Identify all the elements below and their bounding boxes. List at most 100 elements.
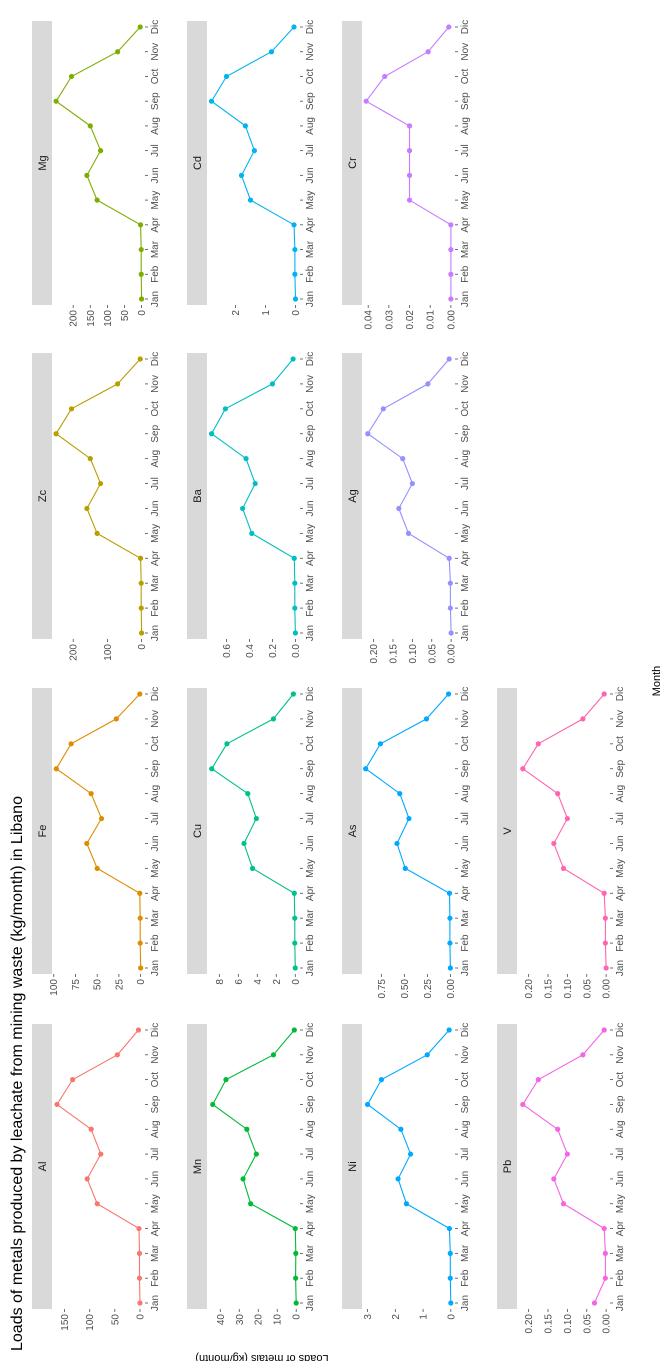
y-tick-label-cu-3: 6 (234, 979, 245, 985)
y-tick-label-al-2: 100 (85, 1314, 96, 1331)
strip-fe (32, 688, 52, 974)
point-cd-apr (291, 222, 297, 228)
x-tick-label-cr-aug: Aug (460, 117, 471, 135)
x-tick-label-zc-oct: Oct (150, 401, 161, 417)
x-tick-label-mn-jun: Jun (305, 1171, 316, 1187)
point-al-jan (137, 1300, 143, 1306)
strip-pb (497, 1024, 517, 1309)
point-cd-may (247, 197, 254, 203)
x-tick-label-cu-aug: Aug (305, 785, 316, 803)
x-tick-label-pb-sep: Sep (615, 1095, 626, 1113)
point-mn-apr (292, 1225, 298, 1232)
x-tick-label-cu-jan: Jan (305, 960, 316, 976)
point-cu-sep (209, 766, 215, 772)
x-tick-label-v-jul: Jul (615, 812, 626, 825)
strip-mg (32, 21, 52, 305)
point-pb-aug (555, 1126, 561, 1132)
x-tick-label-v-dic: Dic (615, 687, 626, 701)
x-tick-label-cd-may: May (305, 191, 316, 210)
point-ni-apr (446, 1225, 453, 1232)
x-tick-label-ni-jan: Jan (460, 1295, 471, 1311)
point-cu-oct (224, 741, 230, 747)
strip-cr (342, 21, 362, 305)
x-tick-label-pb-feb: Feb (615, 1269, 626, 1287)
x-tick-label-fe-feb: Feb (150, 934, 161, 952)
point-cd-feb (292, 271, 298, 277)
x-tick-label-zc-jan: Jan (150, 625, 161, 641)
point-mn-dic (291, 1027, 297, 1033)
point-as-jan (447, 965, 453, 971)
panel-ag: Ag Jan Feb Mar Apr May Jun Jul Aug Sep Oct Nov Dic 0.… (342, 352, 471, 663)
point-as-dic (445, 691, 452, 697)
point-mn-oct (223, 1077, 229, 1083)
x-tick-label-as-nov: Nov (460, 710, 471, 728)
point-mn-feb (293, 1275, 299, 1281)
strip-label-ba: Ba (192, 488, 204, 502)
x-tick-label-pb-apr: Apr (615, 1220, 626, 1236)
point-as-aug (397, 791, 403, 797)
point-cu-jun (241, 840, 247, 847)
x-tick-label-cu-mar: Mar (305, 909, 316, 927)
y-tick-label-mn-4: 40 (216, 1314, 227, 1326)
x-tick-label-pb-dic: Dic (615, 1023, 626, 1037)
x-tick-label-al-may: May (150, 1194, 161, 1213)
x-tick-label-ag-mar: Mar (460, 574, 471, 592)
x-tick-label-ba-jun: Jun (305, 500, 316, 516)
point-mg-dic (137, 24, 143, 30)
point-cr-oct (382, 73, 388, 80)
point-al-feb (136, 1275, 143, 1281)
x-tick-label-mn-may: May (305, 1194, 316, 1213)
y-tick-label-cd-2: 2 (231, 310, 242, 316)
y-tick-label-zc-1: 100 (103, 644, 114, 661)
point-al-may (94, 1201, 100, 1207)
series-line-mg (55, 26, 143, 300)
y-tick-label-ba-1: 0.2 (268, 644, 279, 658)
x-tick-label-mn-jan: Jan (305, 1295, 316, 1311)
x-tick-label-as-may: May (460, 859, 471, 878)
point-as-oct (377, 741, 384, 747)
panel-ni: Ni Jan Feb Mar Apr May Jun Jul Aug Sep Oct Nov Dic 0 1… (342, 1023, 471, 1320)
point-mn-jan (293, 1300, 299, 1306)
x-tick-label-ag-dic: Dic (460, 352, 471, 366)
series-line-cr (365, 26, 452, 299)
x-tick-label-v-jan: Jan (615, 960, 626, 976)
panel-mg: Mg Jan Feb Mar Apr May Jun Jul Aug Sep Oct Nov Dic 05… (32, 20, 161, 327)
panel-v: V Jan Feb Mar Apr May Jun Jul Aug Sep Oct Nov Dic 0.0… (497, 687, 626, 998)
panel-zc: Zc Jan Feb Mar Apr May Jun Jul Aug Sep Oct Nov Dic 0 1… (32, 352, 161, 661)
y-tick-label-cu-0: 0 (291, 979, 302, 985)
y-tick-label-mg-1: 50 (120, 310, 131, 322)
y-tick-label-ni-0: 0 (446, 1314, 457, 1320)
point-ba-may (249, 530, 255, 536)
y-tick-label-as-1: 0.25 (423, 979, 434, 999)
y-tick-label-as-2: 0.50 (400, 979, 411, 999)
point-as-feb (447, 940, 453, 946)
point-cd-aug (242, 123, 248, 129)
point-cr-sep (363, 98, 369, 104)
point-fe-oct (68, 741, 74, 747)
x-tick-label-al-feb: Feb (150, 1269, 161, 1287)
y-axis-title: Loads of metals (kg/month) (195, 1352, 328, 1361)
point-v-nov (580, 716, 586, 722)
x-tick-label-ba-apr: Apr (305, 550, 316, 566)
x-tick-label-fe-mar: Mar (150, 909, 161, 927)
x-tick-label-cu-apr: Apr (305, 885, 316, 901)
x-tick-label-cu-may: May (305, 859, 316, 878)
series-line-fe (55, 693, 142, 969)
strip-label-as: As (347, 824, 359, 837)
x-tick-label-ba-jan: Jan (305, 625, 316, 641)
point-fe-nov (113, 716, 119, 722)
x-tick-label-as-dic: Dic (460, 687, 471, 701)
point-zc-may (94, 530, 100, 536)
point-mg-sep (53, 98, 59, 104)
point-al-dic (135, 1027, 142, 1033)
x-tick-label-fe-nov: Nov (150, 710, 161, 728)
y-tick-label-ni-2: 2 (391, 1314, 402, 1320)
point-ba-jun (239, 505, 246, 512)
x-tick-label-mg-jan: Jan (150, 291, 161, 307)
y-tick-label-cu-1: 2 (272, 979, 283, 985)
x-tick-label-ni-apr: Apr (460, 1220, 471, 1236)
point-mn-sep (210, 1101, 216, 1108)
y-tick-label-al-0: 0 (135, 1314, 146, 1320)
y-tick-label-mn-1: 10 (273, 1314, 284, 1326)
point-cd-dic (291, 24, 297, 30)
